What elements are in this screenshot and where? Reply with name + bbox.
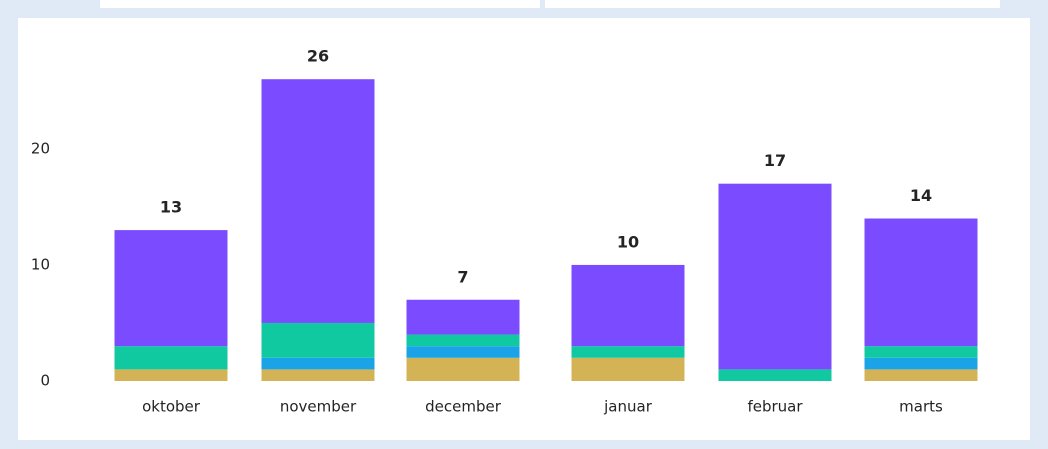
header-strip (100, 0, 540, 8)
bar-segment (571, 346, 685, 358)
total-label: 10 (617, 232, 639, 251)
x-tick-label: februar (747, 398, 803, 416)
bar-segment (406, 334, 520, 347)
bar-segment (571, 264, 685, 347)
x-tick-label: marts (899, 398, 943, 416)
y-tick-label: 0 (40, 372, 50, 390)
total-label: 17 (764, 151, 786, 170)
bar-segment (114, 369, 228, 381)
total-label: 26 (307, 47, 329, 66)
bar-segment (406, 299, 520, 335)
bar-segment (114, 346, 228, 370)
bar-segment (406, 357, 520, 381)
bar-segment (571, 357, 685, 381)
bar-segment (261, 79, 375, 323)
bar-segment (864, 218, 978, 347)
total-label: 7 (457, 267, 468, 286)
y-tick-label: 20 (31, 139, 50, 157)
y-tick-label: 10 (31, 255, 50, 273)
total-label: 14 (910, 186, 932, 205)
x-tick-label: november (280, 398, 357, 416)
bar-segment (261, 369, 375, 381)
bar-segment (864, 357, 978, 370)
bar-segment (261, 322, 375, 358)
header-strip (545, 0, 1000, 8)
x-tick-label: oktober (142, 398, 201, 416)
total-label: 13 (160, 198, 182, 217)
bar-segment (718, 369, 832, 381)
bar-segment (406, 346, 520, 358)
bar-segment (864, 346, 978, 358)
bar-segment (261, 357, 375, 370)
bar-segment (114, 230, 228, 347)
bar-segment (864, 369, 978, 381)
x-tick-label: december (425, 398, 502, 416)
x-tick-label: januar (603, 398, 653, 416)
bar-segment (718, 183, 832, 370)
